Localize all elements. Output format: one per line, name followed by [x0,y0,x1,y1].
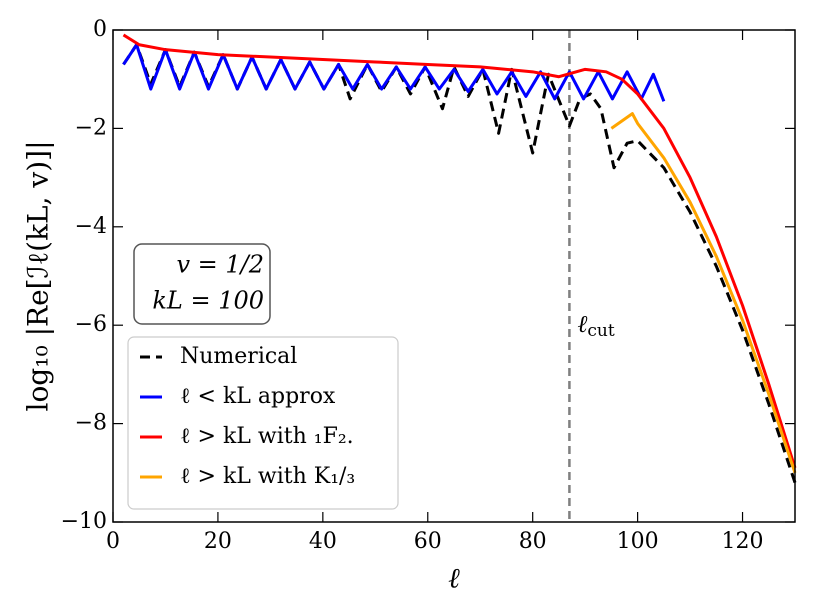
x-tick-label: 40 [309,529,337,554]
x-tick-label: 100 [617,529,659,554]
x-tick-label: 60 [414,529,442,554]
legend-box [127,336,399,510]
series-line [610,112,797,474]
legend-label: ℓ > kL with ₁F₂. [180,424,354,449]
x-tick-label: 0 [106,529,120,554]
annotation-text: v = 1/2 [176,251,264,279]
annotation-box [133,243,271,325]
y-tick-label: −2 [75,115,107,140]
legend-label: Numerical [180,344,297,369]
y-tick-label: −8 [75,411,107,436]
y-tick-label: −4 [75,214,107,239]
y-axis-label: log₁₀ |Re[ℐℓ(kL, v)]| [22,140,55,411]
x-tick-label: 20 [204,529,232,554]
x-tick-label: 120 [722,529,764,554]
annotation-text: kL = 100 [152,287,264,315]
cut-label-main: ℓ [577,310,587,338]
cut-label-sub: cut [587,321,614,341]
x-tick-label: 80 [519,529,547,554]
legend-label: ℓ < kL approx [180,384,336,409]
x-axis-label: ℓ [448,562,460,595]
series-line [122,33,797,469]
plot-frame [112,29,796,523]
cut-label: ℓcut [577,310,614,341]
legend-label: ℓ > kL with K₁/₃ [180,464,355,489]
series-line [122,43,666,102]
y-tick-label: −10 [61,509,107,534]
y-tick-label: 0 [93,17,107,42]
y-tick-label: −6 [75,312,107,337]
